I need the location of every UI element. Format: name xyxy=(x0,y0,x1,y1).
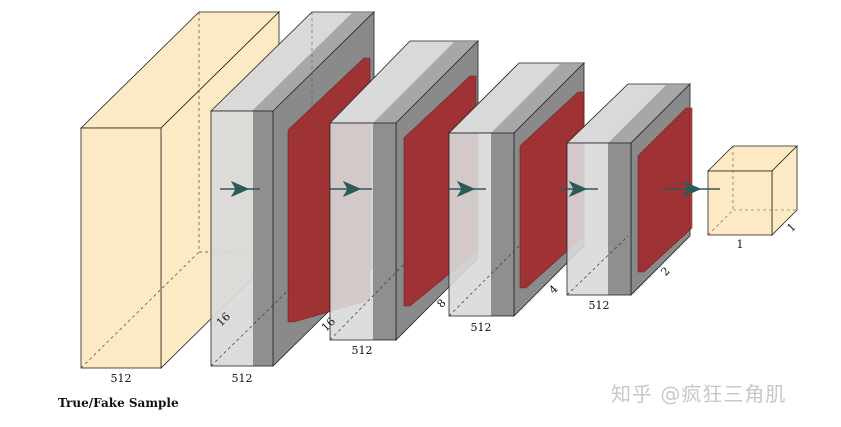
connection-arrows xyxy=(220,180,720,198)
conv-block-4 xyxy=(566,83,693,296)
output-block xyxy=(707,145,798,236)
conv3-depth-label: 8 xyxy=(434,296,448,310)
arrow-4-icon xyxy=(560,180,598,198)
arrow-3-icon xyxy=(449,180,486,198)
arrow-1-icon xyxy=(220,180,260,198)
output-width-label: 1 xyxy=(737,238,744,251)
conv2-width-label: 512 xyxy=(352,344,373,357)
conv4-width-label: 512 xyxy=(589,299,610,312)
input-caption: True/Fake Sample xyxy=(58,396,179,410)
arrow-2-icon xyxy=(330,180,372,198)
input-width-label: 512 xyxy=(111,372,132,385)
conv1-width-label: 512 xyxy=(232,372,253,385)
arrow-5-icon xyxy=(662,180,720,198)
output-depth-label: 1 xyxy=(784,220,798,234)
watermark: 知乎 @疯狂三角肌 xyxy=(611,382,787,406)
conv5-depth-label: 2 xyxy=(658,264,672,278)
conv3-width-label: 512 xyxy=(471,321,492,334)
conv4-depth-label: 4 xyxy=(546,282,560,296)
